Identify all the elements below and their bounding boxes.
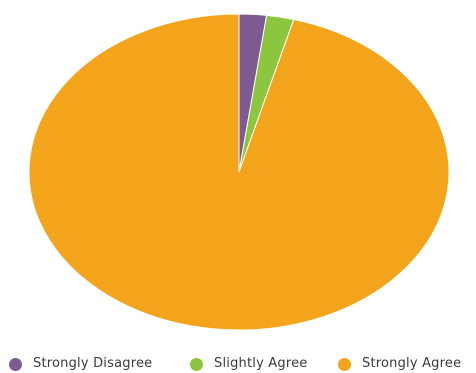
legend-item-slightly-agree[interactable]: Slightly Agree bbox=[190, 355, 308, 373]
legend-item-strongly-agree[interactable]: Strongly Agree bbox=[338, 355, 461, 373]
pie-plot-area bbox=[28, 13, 450, 331]
legend-marker-strongly-agree bbox=[338, 357, 351, 371]
legend-label-strongly-agree: Strongly Agree bbox=[362, 356, 462, 371]
legend-label-strongly-disagree: Strongly Disagree bbox=[33, 356, 153, 371]
legend-item-strongly-disagree[interactable]: Strongly Disagree bbox=[9, 355, 152, 373]
legend-label-slightly-agree: Slightly Agree bbox=[214, 356, 308, 371]
pie-slice-strongly-agree[interactable] bbox=[28, 13, 450, 331]
legend-marker-slightly-agree bbox=[190, 357, 203, 371]
legend-marker-strongly-disagree bbox=[9, 357, 22, 371]
chart-legend: Strongly Disagree Slightly Agree Strongl… bbox=[0, 355, 476, 373]
